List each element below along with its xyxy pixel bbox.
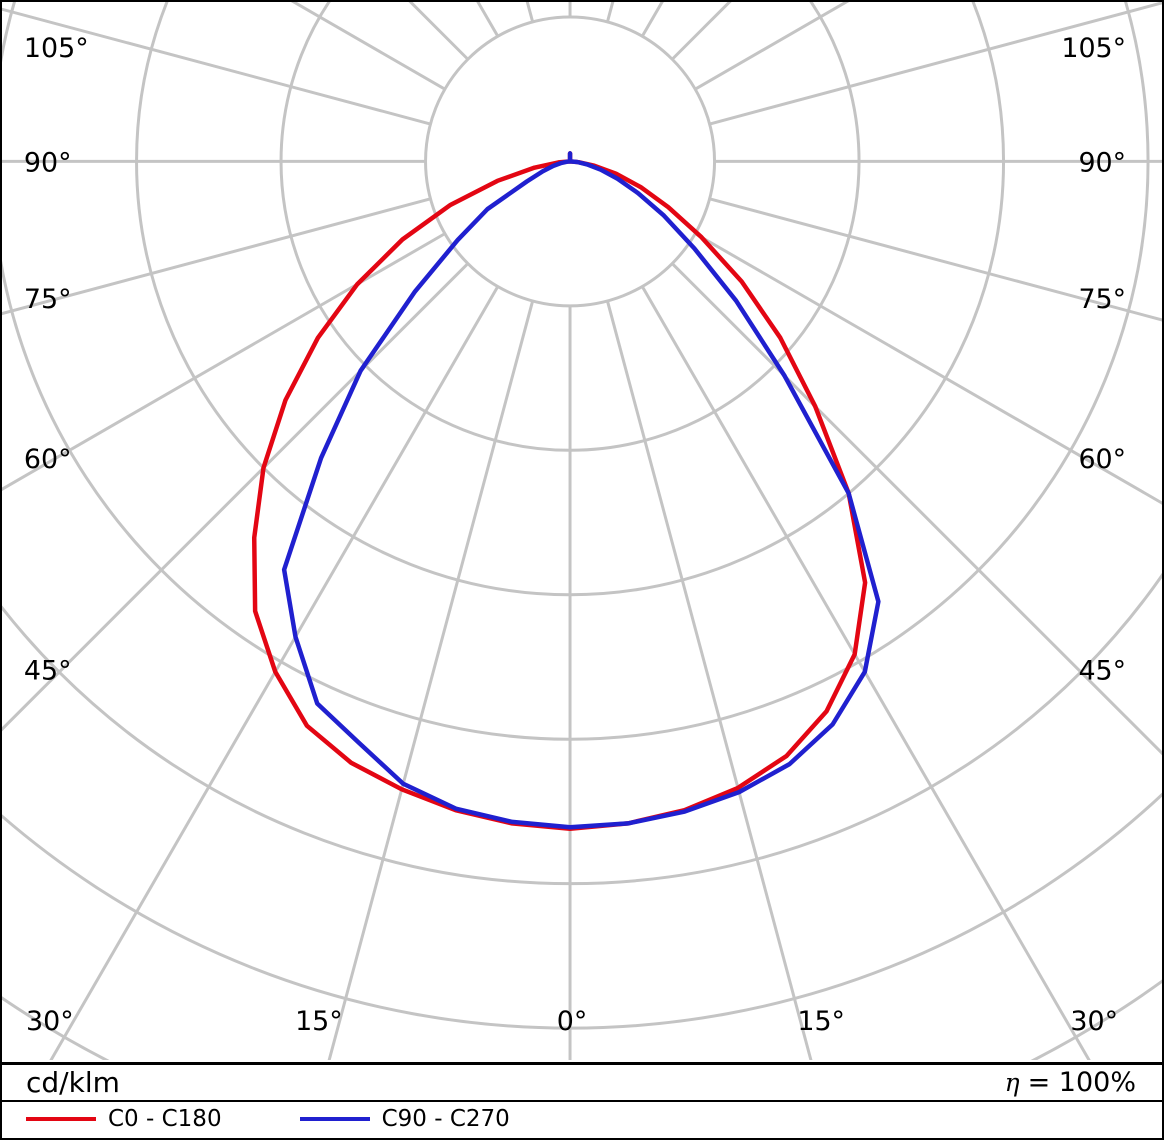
- angle-label-left-45: 45°: [24, 655, 72, 686]
- legend-swatch-c0-c180: [26, 1117, 96, 1121]
- legend-label-c0-c180: C0 - C180: [108, 1106, 222, 1132]
- angle-label-right-75: 75°: [1078, 284, 1126, 315]
- eta-symbol: η: [1004, 1068, 1020, 1097]
- angle-labels: 105° 90° 75° 60° 45° 105° 90° 75° 60° 45…: [24, 33, 1126, 1037]
- legend-swatch-c90-c270: [299, 1117, 370, 1121]
- efficiency-label: η = 100%: [1005, 1067, 1136, 1098]
- angle-label-bottom-30L: 30°: [26, 1006, 74, 1037]
- legend-item-c0-c180: C0 - C180: [26, 1106, 222, 1132]
- legend-label-c90-c270: C90 - C270: [381, 1106, 510, 1132]
- legend: C0 - C180 C90 - C270: [2, 1102, 1162, 1136]
- polar-grid: [2, 2, 1162, 1060]
- angle-label-left-60: 60°: [24, 444, 72, 475]
- angle-label-bottom-15R: 15°: [797, 1006, 845, 1037]
- angle-label-left-105: 105°: [24, 33, 89, 64]
- angle-label-bottom-0: 0°: [557, 1006, 588, 1037]
- footer-info-row: cd/klm η = 100%: [2, 1065, 1162, 1102]
- angle-label-bottom-30R: 30°: [1070, 1006, 1118, 1037]
- angle-label-right-45: 45°: [1078, 655, 1126, 686]
- polar-intensity-chart: 105° 90° 75° 60° 45° 105° 90° 75° 60° 45…: [2, 2, 1162, 1060]
- legend-item-c90-c270: C90 - C270: [299, 1106, 510, 1132]
- angle-label-right-90: 90°: [1078, 147, 1126, 178]
- unit-label: cd/klm: [26, 1066, 120, 1099]
- efficiency-value: = 100%: [1027, 1067, 1136, 1098]
- angle-label-right-60: 60°: [1078, 444, 1126, 475]
- angle-label-right-105: 105°: [1061, 33, 1126, 64]
- intensity-curves: [251, 151, 881, 832]
- chart-footer: cd/klm η = 100% C0 - C180 C90 - C270: [2, 1062, 1162, 1138]
- angle-label-bottom-15L: 15°: [295, 1006, 343, 1037]
- angle-label-left-90: 90°: [24, 147, 72, 178]
- angle-label-left-75: 75°: [24, 284, 72, 315]
